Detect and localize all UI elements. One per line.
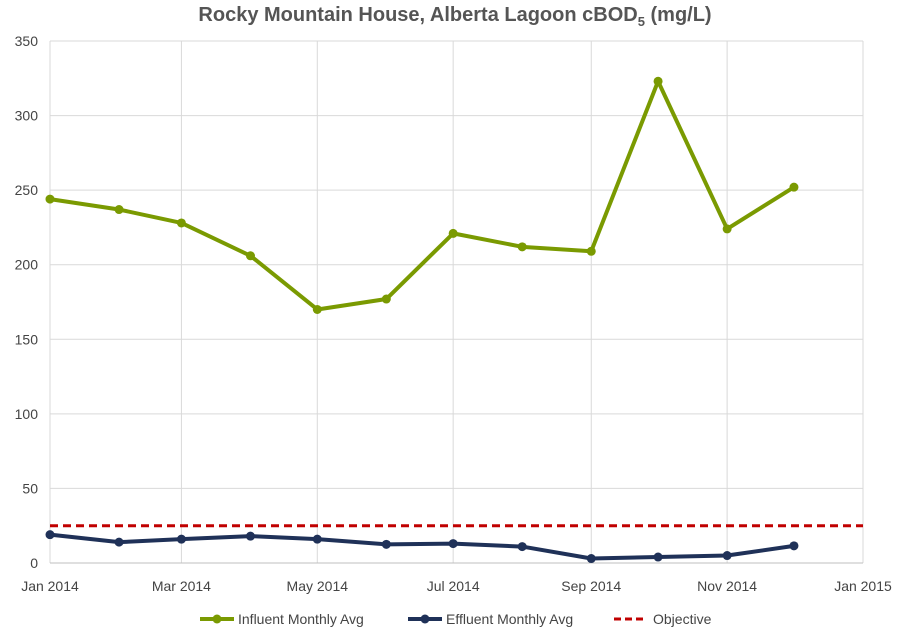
x-tick-label: May 2014 <box>287 578 349 594</box>
y-tick-label: 300 <box>15 108 39 124</box>
series <box>45 76 863 564</box>
y-tick-labels: 0 50 100 150 200 250 300 350 <box>15 33 39 571</box>
legend-item: Objective <box>614 611 712 627</box>
data-point <box>517 542 527 552</box>
legend: Influent Monthly Avg Effluent Monthly Avg… <box>200 611 712 627</box>
data-point <box>448 228 458 238</box>
data-point <box>586 554 596 564</box>
data-point <box>722 224 732 234</box>
data-point <box>653 552 663 562</box>
chart-title: Rocky Mountain House, Alberta Lagoon cBO… <box>198 4 711 29</box>
legend-item: Effluent Monthly Avg <box>408 611 573 627</box>
data-point <box>176 534 186 544</box>
data-point <box>722 551 732 561</box>
data-point <box>381 294 391 304</box>
gridlines <box>49 40 864 563</box>
data-point <box>653 76 663 86</box>
x-tick-label: Sep 2014 <box>561 578 621 594</box>
data-point <box>517 242 527 252</box>
data-point <box>176 218 186 228</box>
x-tick-label: Jan 2015 <box>834 578 892 594</box>
legend-marker <box>212 614 222 624</box>
data-point <box>312 534 322 544</box>
data-point <box>789 182 799 192</box>
legend-label: Effluent Monthly Avg <box>446 611 573 627</box>
data-point <box>789 541 799 551</box>
y-tick-label: 350 <box>15 33 39 49</box>
chart-title-subscript: 5 <box>638 14 645 29</box>
y-tick-label: 0 <box>30 555 38 571</box>
legend-label: Influent Monthly Avg <box>238 611 364 627</box>
x-tick-label: Jan 2014 <box>21 578 79 594</box>
x-tick-label: Jul 2014 <box>427 578 480 594</box>
y-tick-label: 250 <box>15 182 39 198</box>
legend-marker <box>420 614 430 624</box>
series-effluent-monthly-avg <box>45 530 799 564</box>
data-point <box>245 531 255 541</box>
series-line <box>48 79 796 312</box>
data-point <box>114 537 124 547</box>
legend-item: Influent Monthly Avg <box>200 611 364 627</box>
x-tick-labels: Jan 2014 Mar 2014 May 2014 Jul 2014 Sep 2014… <box>21 578 892 594</box>
chart-title-suffix: (mg/L) <box>645 4 712 26</box>
series-line <box>48 532 796 561</box>
data-point <box>45 530 55 540</box>
data-point <box>114 205 124 215</box>
data-point <box>45 194 55 204</box>
x-tick-label: Nov 2014 <box>697 578 757 594</box>
series-influent-monthly-avg <box>45 76 799 314</box>
y-tick-label: 50 <box>22 480 38 496</box>
data-point <box>312 304 322 314</box>
x-tick-label: Mar 2014 <box>152 578 211 594</box>
data-point <box>381 539 391 549</box>
y-tick-label: 150 <box>15 331 39 347</box>
y-tick-label: 200 <box>15 257 39 273</box>
legend-label: Objective <box>653 611 712 627</box>
data-point <box>586 246 596 256</box>
y-tick-label: 100 <box>15 406 39 422</box>
data-point <box>448 539 458 549</box>
data-point <box>245 251 255 261</box>
